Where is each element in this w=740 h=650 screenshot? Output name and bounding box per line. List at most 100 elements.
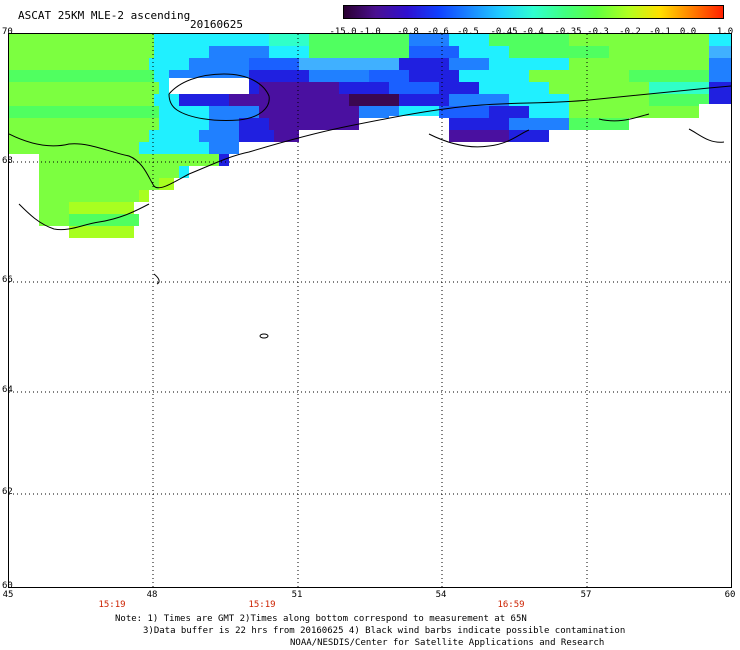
- swath-cell: [569, 34, 709, 46]
- swath-cell: [179, 166, 189, 178]
- swath-cell: [449, 34, 489, 46]
- swath-cell: [249, 70, 309, 82]
- lon-label-57: 57: [580, 590, 592, 600]
- swath-cell: [9, 46, 154, 58]
- swath-cell: [199, 130, 239, 142]
- swath-cell: [209, 106, 259, 118]
- swath-cell: [159, 118, 209, 130]
- swath-cell: [569, 94, 649, 106]
- lat-label-70: 70: [2, 27, 13, 37]
- map-plot: [8, 33, 732, 588]
- swath-cell: [209, 118, 239, 130]
- colorbar-label: -0.4: [522, 27, 544, 37]
- lat-label-66: 66: [2, 275, 13, 285]
- colorbar: [343, 5, 724, 19]
- swath-cell: [39, 178, 159, 190]
- swath-cell: [9, 106, 159, 118]
- plot-title: ASCAT 25KM MLE-2 ascending: [18, 9, 191, 22]
- swath-cell: [649, 82, 709, 94]
- swath-cell: [339, 82, 389, 94]
- swath-cell: [709, 70, 731, 82]
- swath-cell: [239, 130, 274, 142]
- coastline: [598, 113, 650, 122]
- swath-cell: [529, 70, 629, 82]
- lat-label-62: 62: [2, 487, 13, 497]
- swath-cell: [569, 106, 649, 118]
- swath-cell: [439, 106, 489, 118]
- swath-cell: [509, 118, 569, 130]
- no-data-patch: [169, 78, 249, 94]
- swath-cell: [509, 130, 549, 142]
- swath-cell: [154, 34, 269, 46]
- note-line-1: Note: 1) Times are GMT 2)Times along bot…: [115, 614, 527, 624]
- coastline: [688, 128, 725, 143]
- colorbar-label: -0.8: [397, 27, 419, 37]
- swath-cell: [479, 82, 549, 94]
- swath-cell: [629, 70, 709, 82]
- island-outline: [259, 333, 269, 339]
- swath-cell: [409, 70, 459, 82]
- swath-cell: [449, 58, 489, 70]
- swath-cell: [509, 94, 569, 106]
- lat-label-64: 64: [2, 385, 13, 395]
- colorbar-label: -0.6: [427, 27, 449, 37]
- swath-cell: [139, 142, 209, 154]
- swath-cell: [259, 106, 309, 118]
- swath-cell: [154, 46, 209, 58]
- lat-label-60: 60: [2, 581, 13, 591]
- swath-cell: [489, 58, 569, 70]
- coastline: [18, 203, 150, 231]
- swath-cell: [309, 70, 369, 82]
- lon-label-51: 51: [291, 590, 303, 600]
- swath-cell: [349, 94, 399, 106]
- colorbar-label: -1.0: [359, 27, 381, 37]
- swath-cell: [399, 94, 449, 106]
- lon-label-45: 45: [2, 590, 14, 600]
- map-canvas: [9, 34, 731, 587]
- swath-cell: [409, 34, 449, 46]
- swath-cell: [449, 94, 509, 106]
- swath-cell: [149, 130, 199, 142]
- swath-cell: [369, 70, 409, 82]
- swath-cell: [359, 106, 399, 118]
- colorbar-label: -0.45: [490, 27, 518, 37]
- swath-cell: [269, 46, 309, 58]
- swath-cell: [449, 130, 509, 142]
- swath-cell: [569, 118, 629, 130]
- swath-cell: [229, 94, 349, 106]
- swath-cell: [69, 214, 139, 226]
- swath-cell: [649, 94, 709, 106]
- time-label-1: 15:19: [98, 600, 126, 610]
- swath-cell: [389, 82, 439, 94]
- swath-cell: [9, 118, 159, 130]
- coastline: [168, 73, 270, 121]
- swath-cell: [439, 82, 479, 94]
- coastline: [9, 85, 731, 189]
- no-data-patch: [699, 104, 731, 134]
- colorbar-label: -0.35: [554, 27, 582, 37]
- swath-cell: [569, 58, 709, 70]
- swath-cell: [159, 178, 174, 190]
- swath-cell: [239, 118, 269, 130]
- coastline: [153, 273, 160, 285]
- colorbar-label: 0.0: [679, 27, 697, 37]
- swath-cell: [189, 58, 249, 70]
- swath-cell: [209, 142, 239, 154]
- note-line-2: 3)Data buffer is 22 hrs from 20160625 4)…: [143, 626, 626, 636]
- swath-cell: [549, 82, 649, 94]
- swath-cell: [459, 46, 509, 58]
- swath-cell: [509, 46, 609, 58]
- swath-cell: [309, 106, 359, 118]
- lon-label-60: 60: [724, 590, 736, 600]
- swath-cell: [529, 106, 569, 118]
- swath-cell: [709, 82, 731, 94]
- colorbar-label: -0.2: [619, 27, 641, 37]
- swath-cell: [269, 118, 359, 130]
- swath-cell: [709, 46, 731, 58]
- time-label-2: 15:19: [248, 600, 276, 610]
- swath-cell: [399, 58, 449, 70]
- swath-cell: [154, 70, 169, 82]
- swath-cell: [139, 190, 149, 202]
- swath-cell: [259, 82, 339, 94]
- swath-cell: [9, 58, 149, 70]
